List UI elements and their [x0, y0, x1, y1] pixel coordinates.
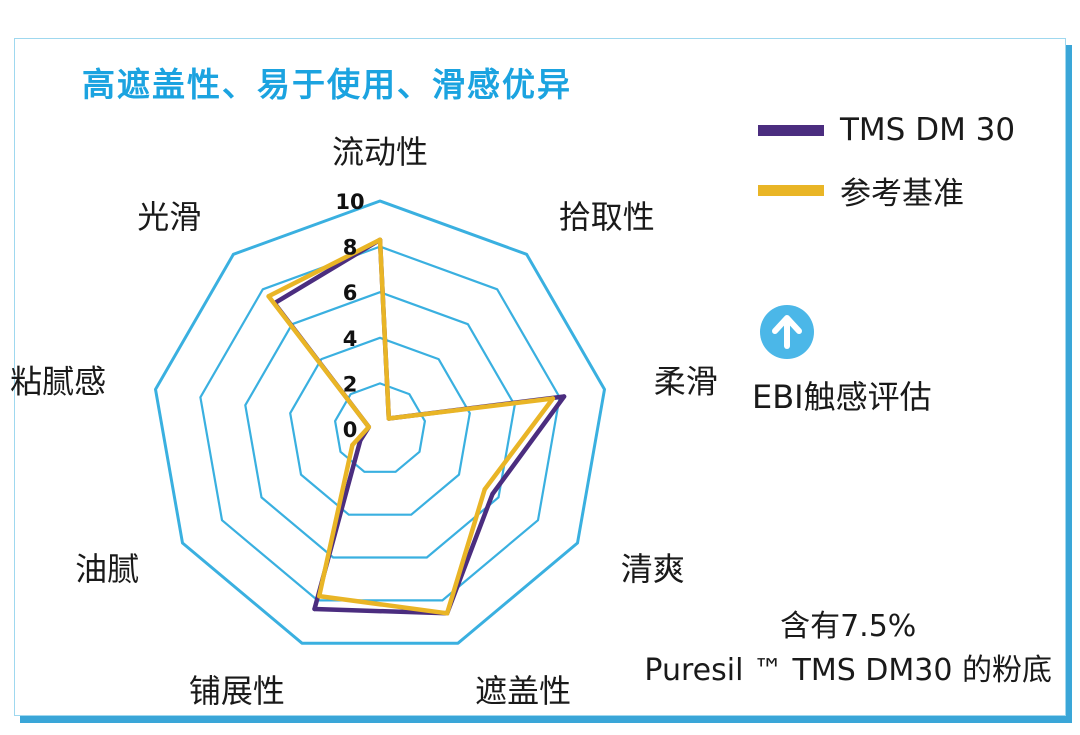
chart-headline: 高遮盖性、易于使用、滑感优异 — [82, 65, 572, 104]
grid-ring — [289, 336, 471, 516]
data-point — [550, 396, 556, 401]
evaluation-label: EBI触感评估 — [752, 378, 932, 416]
data-point — [561, 394, 567, 399]
tick-label: 0 — [343, 418, 358, 442]
formulation-note: 含有7.5% Puresil ™ TMS DM30 的粉底 — [644, 605, 1052, 693]
tick-label: 8 — [343, 236, 358, 260]
axis-label: 柔滑 — [654, 363, 718, 401]
legend-item-reference: 参考基准 — [758, 168, 964, 213]
legend-item-primary: TMS DM 30 — [758, 112, 1015, 148]
data-point — [490, 491, 495, 497]
axis-label: 拾取性 — [559, 198, 655, 236]
data-point — [444, 611, 450, 616]
axis-label: 清爽 — [621, 550, 685, 588]
arrow-up-icon — [760, 305, 814, 359]
data-point — [350, 442, 355, 448]
data-point — [482, 487, 487, 492]
legend-label-primary: TMS DM 30 — [840, 112, 1016, 148]
tick-label: 2 — [343, 372, 358, 396]
chart-card — [14, 38, 1066, 716]
series-line-reference — [266, 237, 556, 616]
note-line-2: Puresil ™ TMS DM30 的粉底 — [644, 653, 1052, 688]
axis-label: 粘腻感 — [10, 363, 106, 401]
axis-label: 流动性 — [332, 133, 428, 171]
grid-ring — [199, 245, 561, 602]
data-point — [317, 593, 322, 599]
grid-ring — [244, 291, 516, 559]
tick-label: 6 — [343, 281, 358, 305]
note-line-1: 含有7.5% — [780, 609, 917, 644]
data-point — [386, 416, 391, 421]
axis-label: 光滑 — [137, 198, 201, 236]
legend-swatch-reference — [758, 185, 824, 196]
data-point — [366, 424, 371, 430]
data-point — [312, 606, 317, 612]
data-point — [266, 294, 271, 299]
tick-label: 10 — [335, 190, 364, 214]
legend-swatch-primary — [758, 124, 824, 136]
legend-label-reference: 参考基准 — [840, 176, 964, 212]
grid-ring — [334, 382, 426, 473]
grid-ring — [154, 199, 606, 645]
axis-label: 遮盖性 — [475, 672, 571, 710]
tick-label: 4 — [343, 327, 358, 351]
axis-label: 油腻 — [75, 550, 139, 588]
data-point — [377, 237, 383, 242]
axis-label: 铺展性 — [189, 672, 285, 710]
